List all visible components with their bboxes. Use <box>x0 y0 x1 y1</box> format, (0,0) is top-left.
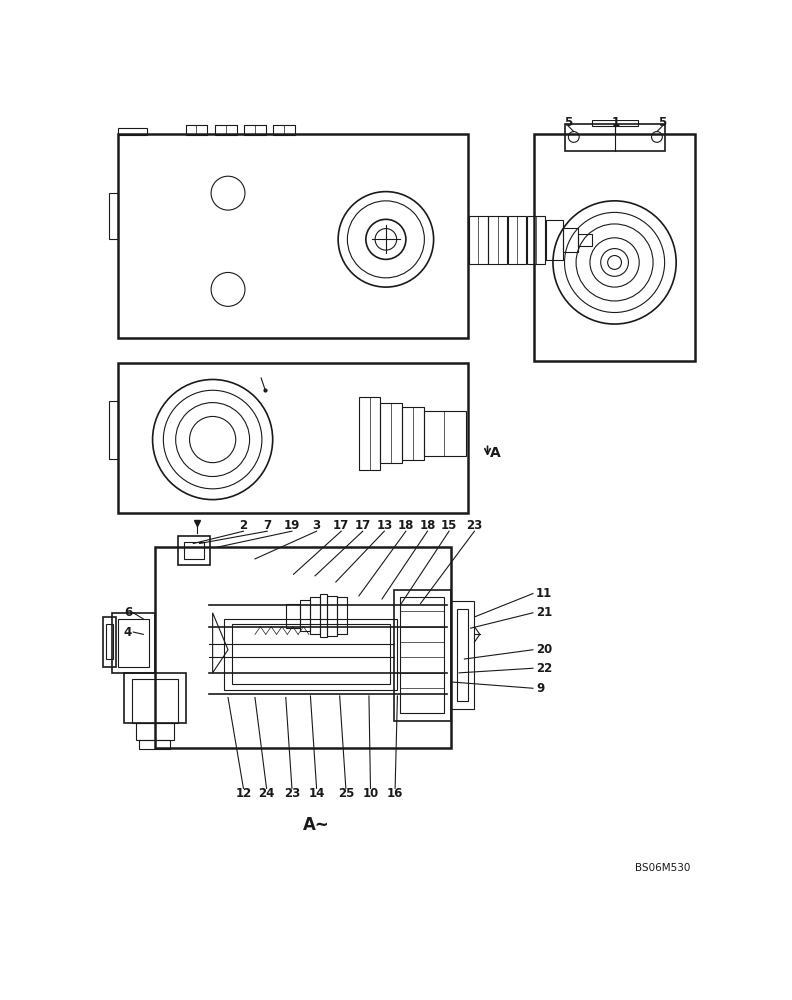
Bar <box>135 723 174 740</box>
Bar <box>578 234 592 246</box>
Bar <box>400 597 444 713</box>
Bar <box>394 590 451 721</box>
Text: 13: 13 <box>376 519 393 532</box>
Text: 17: 17 <box>333 519 349 532</box>
Bar <box>424 411 466 456</box>
Bar <box>359 397 380 470</box>
Text: 6: 6 <box>124 606 132 619</box>
Bar <box>508 216 526 264</box>
Text: 22: 22 <box>536 662 552 675</box>
Bar <box>118 128 147 135</box>
Bar <box>451 601 474 709</box>
Text: 24: 24 <box>258 787 275 800</box>
Text: 9: 9 <box>536 682 544 695</box>
Text: 23: 23 <box>284 787 300 800</box>
Text: 21: 21 <box>536 606 552 619</box>
Text: 18: 18 <box>419 519 436 532</box>
Bar <box>534 134 695 361</box>
Text: 25: 25 <box>337 787 354 800</box>
Bar <box>458 609 468 701</box>
Bar <box>185 125 208 135</box>
Text: 19: 19 <box>284 519 300 532</box>
Text: 3: 3 <box>313 519 321 532</box>
Bar <box>118 363 468 513</box>
Bar <box>565 124 665 151</box>
Bar <box>469 216 488 264</box>
Bar <box>102 617 116 667</box>
Bar <box>320 594 327 637</box>
Bar <box>124 673 185 723</box>
Text: 10: 10 <box>363 787 379 800</box>
Text: A~: A~ <box>303 816 330 834</box>
Bar <box>184 542 204 559</box>
Bar <box>109 193 118 239</box>
Bar <box>139 740 170 749</box>
Bar <box>546 220 563 260</box>
Bar <box>337 597 348 634</box>
Text: 2: 2 <box>239 519 247 532</box>
Bar <box>489 216 507 264</box>
Text: 17: 17 <box>355 519 371 532</box>
Bar <box>527 216 545 264</box>
Text: 20: 20 <box>536 643 552 656</box>
Text: 23: 23 <box>466 519 482 532</box>
Text: 12: 12 <box>235 787 252 800</box>
Text: 11: 11 <box>536 587 552 600</box>
Bar <box>310 597 320 634</box>
Bar <box>109 401 118 459</box>
Bar <box>592 120 638 126</box>
Bar <box>244 125 266 135</box>
Bar <box>380 403 402 463</box>
Text: 5: 5 <box>658 116 666 129</box>
Bar <box>112 613 155 673</box>
Bar <box>327 596 337 636</box>
Bar <box>215 125 237 135</box>
Bar <box>299 600 310 631</box>
Bar <box>232 624 390 684</box>
Text: 5: 5 <box>564 116 573 129</box>
Bar <box>563 228 578 252</box>
Bar <box>155 547 451 748</box>
Bar <box>118 619 149 667</box>
Text: A: A <box>489 446 501 460</box>
Text: 18: 18 <box>398 519 414 532</box>
Bar <box>131 679 178 723</box>
Bar <box>286 604 299 628</box>
Bar <box>224 619 398 690</box>
Text: BS06M530: BS06M530 <box>634 863 690 873</box>
Bar <box>118 134 468 338</box>
Bar <box>178 536 211 565</box>
Text: 1: 1 <box>611 116 619 129</box>
Text: 14: 14 <box>308 787 325 800</box>
Text: 7: 7 <box>263 519 272 532</box>
Text: 15: 15 <box>441 519 457 532</box>
Text: 16: 16 <box>387 787 403 800</box>
Bar <box>273 125 295 135</box>
Bar <box>402 407 424 460</box>
Text: 4: 4 <box>124 626 132 639</box>
Bar <box>105 624 113 659</box>
